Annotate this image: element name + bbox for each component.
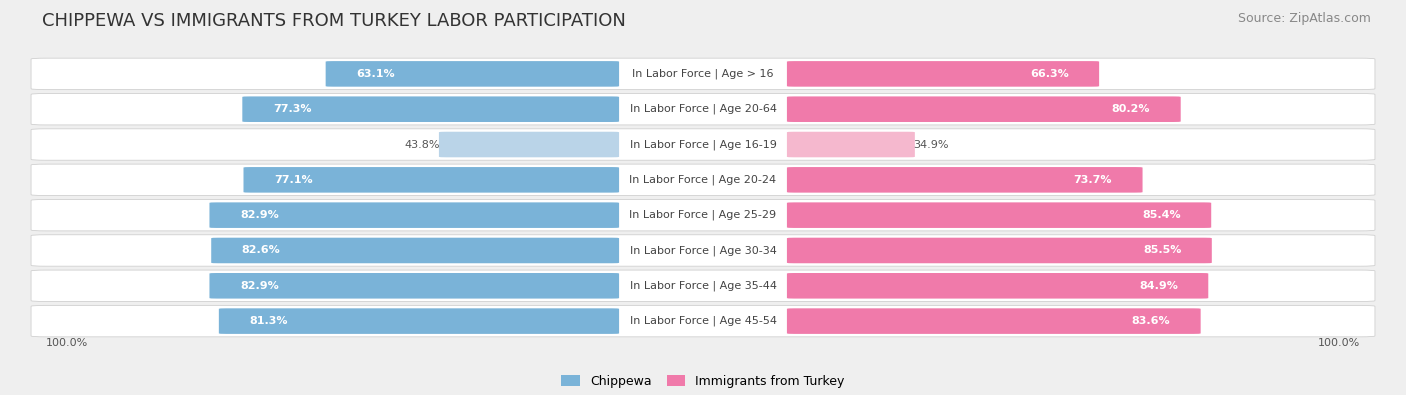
FancyBboxPatch shape (787, 273, 1208, 299)
Text: 43.8%: 43.8% (405, 139, 440, 150)
Text: In Labor Force | Age 30-34: In Labor Force | Age 30-34 (630, 245, 776, 256)
FancyBboxPatch shape (787, 167, 1143, 193)
FancyBboxPatch shape (242, 96, 619, 122)
FancyBboxPatch shape (209, 202, 619, 228)
Text: In Labor Force | Age 16-19: In Labor Force | Age 16-19 (630, 139, 776, 150)
Text: 85.5%: 85.5% (1143, 245, 1181, 256)
Text: 85.4%: 85.4% (1142, 210, 1181, 220)
FancyBboxPatch shape (787, 61, 1099, 87)
Text: 77.3%: 77.3% (273, 104, 311, 114)
Text: In Labor Force | Age 20-64: In Labor Force | Age 20-64 (630, 104, 776, 115)
Legend: Chippewa, Immigrants from Turkey: Chippewa, Immigrants from Turkey (561, 375, 845, 388)
Text: In Labor Force | Age 25-29: In Labor Force | Age 25-29 (630, 210, 776, 220)
FancyBboxPatch shape (209, 273, 619, 299)
FancyBboxPatch shape (31, 305, 1375, 337)
FancyBboxPatch shape (787, 238, 1212, 263)
FancyBboxPatch shape (243, 167, 619, 193)
Text: 34.9%: 34.9% (914, 139, 949, 150)
Text: 82.9%: 82.9% (240, 210, 278, 220)
Text: Source: ZipAtlas.com: Source: ZipAtlas.com (1237, 12, 1371, 25)
Text: 66.3%: 66.3% (1029, 69, 1069, 79)
FancyBboxPatch shape (31, 58, 1375, 90)
FancyBboxPatch shape (787, 96, 1181, 122)
FancyBboxPatch shape (31, 94, 1375, 125)
FancyBboxPatch shape (211, 238, 619, 263)
Text: 63.1%: 63.1% (356, 69, 395, 79)
Text: In Labor Force | Age 35-44: In Labor Force | Age 35-44 (630, 280, 776, 291)
Text: In Labor Force | Age 20-24: In Labor Force | Age 20-24 (630, 175, 776, 185)
FancyBboxPatch shape (31, 129, 1375, 160)
Text: 100.0%: 100.0% (1317, 338, 1360, 348)
Text: 84.9%: 84.9% (1139, 281, 1178, 291)
FancyBboxPatch shape (31, 199, 1375, 231)
Text: In Labor Force | Age > 16: In Labor Force | Age > 16 (633, 69, 773, 79)
FancyBboxPatch shape (219, 308, 619, 334)
FancyBboxPatch shape (439, 132, 619, 157)
Text: 80.2%: 80.2% (1112, 104, 1150, 114)
Text: 77.1%: 77.1% (274, 175, 312, 185)
Text: 82.9%: 82.9% (240, 281, 278, 291)
FancyBboxPatch shape (787, 202, 1211, 228)
Text: 83.6%: 83.6% (1132, 316, 1170, 326)
FancyBboxPatch shape (326, 61, 619, 87)
FancyBboxPatch shape (31, 235, 1375, 266)
FancyBboxPatch shape (31, 270, 1375, 301)
FancyBboxPatch shape (31, 164, 1375, 196)
Text: 73.7%: 73.7% (1074, 175, 1112, 185)
Text: 100.0%: 100.0% (46, 338, 89, 348)
Text: CHIPPEWA VS IMMIGRANTS FROM TURKEY LABOR PARTICIPATION: CHIPPEWA VS IMMIGRANTS FROM TURKEY LABOR… (42, 12, 626, 30)
FancyBboxPatch shape (787, 308, 1201, 334)
Text: 82.6%: 82.6% (242, 245, 280, 256)
FancyBboxPatch shape (787, 132, 915, 157)
Text: In Labor Force | Age 45-54: In Labor Force | Age 45-54 (630, 316, 776, 326)
Text: 81.3%: 81.3% (249, 316, 288, 326)
